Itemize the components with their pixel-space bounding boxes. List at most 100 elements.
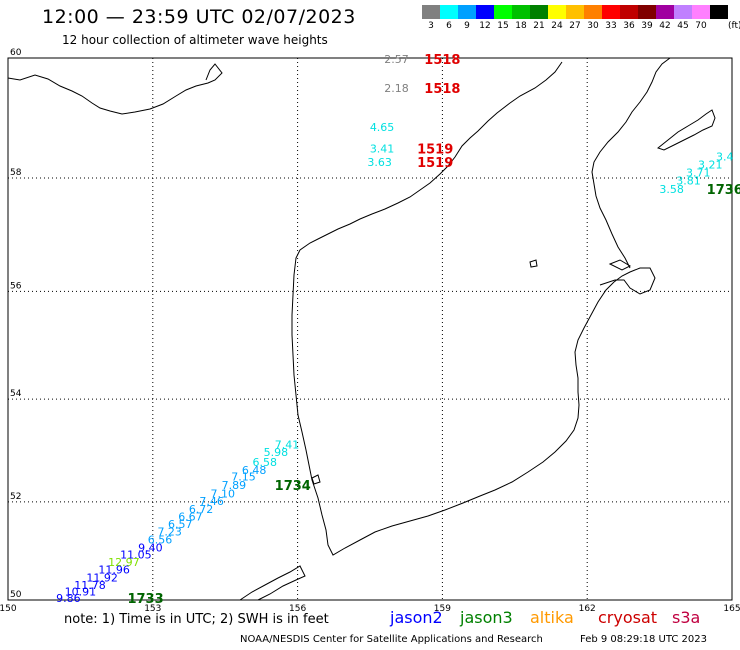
legend-item: 39 xyxy=(638,5,656,31)
swh-value-label: 11.96 xyxy=(98,564,130,577)
legend-label: 33 xyxy=(605,21,617,31)
swh-value-label: 9.40 xyxy=(138,542,163,555)
latitude-tick-label: 50 xyxy=(10,590,22,600)
legend-label: 12 xyxy=(479,21,491,31)
legend-swatch xyxy=(422,5,440,19)
lat-lon-grid: 150 153 156 159 162 165 50 52 54 56 58 60 xyxy=(0,48,740,614)
pass-time-label: 1736 xyxy=(707,183,740,198)
swh-value-label: 11.05 xyxy=(120,548,152,561)
swh-value-label: 7.41 xyxy=(275,438,300,451)
longitude-tick-label: 162 xyxy=(579,604,596,614)
southern-coastline xyxy=(239,565,306,601)
legend-item: 45 xyxy=(674,5,692,31)
legend-item: 6 xyxy=(440,5,458,31)
latitude-tick-label: 58 xyxy=(10,168,22,178)
legend-item: 15 xyxy=(494,5,512,31)
swh-value-label: 11.78 xyxy=(74,579,106,592)
legend-swatch xyxy=(692,5,710,19)
legend-label: 30 xyxy=(587,21,599,31)
swh-value-label: 3.21 xyxy=(698,159,723,172)
swh-value-label: 3.58 xyxy=(659,183,684,196)
swh-value-label: 3.81 xyxy=(676,174,701,187)
latitude-tick-label: 52 xyxy=(10,492,21,502)
swh-value-label: 6.48 xyxy=(242,464,267,477)
legend-swatch xyxy=(584,5,602,19)
pass-time-label: 1519 xyxy=(417,156,453,171)
peninsula-east-coastline xyxy=(656,109,716,151)
island-shape xyxy=(608,259,632,271)
swh-labels: 2.57 2.18 4.65 3.413.63 3.43.213.713.813.58 7… xyxy=(56,53,733,605)
legend-label: 45 xyxy=(677,21,689,31)
legend-item: 24 xyxy=(548,5,566,31)
legend-swatch xyxy=(440,5,458,19)
swh-value-label: 6.67 xyxy=(178,510,203,523)
northern-coastline xyxy=(7,63,223,115)
legend-label: 18 xyxy=(515,21,527,31)
longitude-tick-label: 165 xyxy=(723,604,740,614)
legend-item xyxy=(710,5,728,31)
chart-title: 12:00 — 23:59 UTC 02/07/2023 xyxy=(42,6,356,28)
legend-item: 70 xyxy=(692,5,710,31)
legend-label: 36 xyxy=(623,21,635,31)
legend-swatch xyxy=(458,5,476,19)
swh-value-label: 3.41 xyxy=(370,143,395,156)
legend-label: 21 xyxy=(533,21,545,31)
legend-label: 42 xyxy=(659,21,671,31)
swh-value-label: 10.91 xyxy=(65,585,97,598)
swh-value-label: 3.4 xyxy=(716,150,734,163)
wave-height-legend: 3 6 9 12 15 18 21 24 27 30 33 36 39 42 4… xyxy=(422,5,740,31)
satellite-s3a: s3a xyxy=(672,608,701,627)
footer-note: note: 1) Time is in UTC; 2) SWH is in fe… xyxy=(64,612,329,627)
legend-item: 12 xyxy=(476,5,494,31)
legend-item: 18 xyxy=(512,5,530,31)
swh-value-label: 3.63 xyxy=(367,156,392,169)
legend-item: 33 xyxy=(602,5,620,31)
swh-value-label: 7.89 xyxy=(222,479,247,492)
island-shape xyxy=(311,474,321,485)
map-frame xyxy=(7,57,733,601)
bering-coastline xyxy=(591,57,671,269)
satellite-cryosat: cryosat xyxy=(598,608,658,627)
island-shape xyxy=(529,259,538,268)
swh-value-label: 9.86 xyxy=(56,592,81,605)
swh-value-label: 6.57 xyxy=(168,518,193,531)
legend-swatch xyxy=(530,5,548,19)
legend-swatch xyxy=(566,5,584,19)
swh-value-label: 4.65 xyxy=(370,121,395,134)
legend-label: 24 xyxy=(551,21,563,31)
legend-swatch xyxy=(602,5,620,19)
legend-label: 39 xyxy=(641,21,653,31)
legend-item: 3 xyxy=(422,5,440,31)
satellite-jason2: jason2 xyxy=(390,608,443,627)
kamchatka-west-coastline xyxy=(291,61,656,556)
generated-timestamp: Feb 9 08:29:18 UTC 2023 xyxy=(580,634,707,645)
legend-item: 27 xyxy=(566,5,584,31)
legend-swatch xyxy=(674,5,692,19)
satellite-jason3: jason3 xyxy=(460,608,513,627)
latitude-tick-label: 56 xyxy=(10,281,22,291)
legend-swatch xyxy=(476,5,494,19)
legend-item: 21 xyxy=(530,5,548,31)
longitude-tick-label: 150 xyxy=(0,604,17,614)
swh-value-label: 5.98 xyxy=(264,446,289,459)
legend-label: 3 xyxy=(428,21,434,31)
swh-value-label: 7.23 xyxy=(157,526,182,539)
pass-time-label: 1733 xyxy=(127,592,163,607)
longitude-tick-label: 153 xyxy=(144,604,161,614)
legend-unit: (ft) xyxy=(728,21,740,31)
pass-time-label: 1518 xyxy=(424,82,460,97)
legend-label: 6 xyxy=(446,21,452,31)
legend-item: 9 xyxy=(458,5,476,31)
swh-value-label: 6.72 xyxy=(189,503,214,516)
legend-swatch xyxy=(710,5,728,19)
satellite-altika: altika xyxy=(530,608,574,627)
credit-line: NOAA/NESDIS Center for Satellite Applica… xyxy=(240,634,543,645)
swh-value-label: 2.57 xyxy=(384,53,409,66)
legend-swatch xyxy=(512,5,530,19)
swh-value-label: 2.18 xyxy=(384,82,409,95)
pass-time-label: 1734 xyxy=(275,479,311,494)
legend-label: 15 xyxy=(497,21,509,31)
swh-value-label: 11.92 xyxy=(86,571,118,584)
